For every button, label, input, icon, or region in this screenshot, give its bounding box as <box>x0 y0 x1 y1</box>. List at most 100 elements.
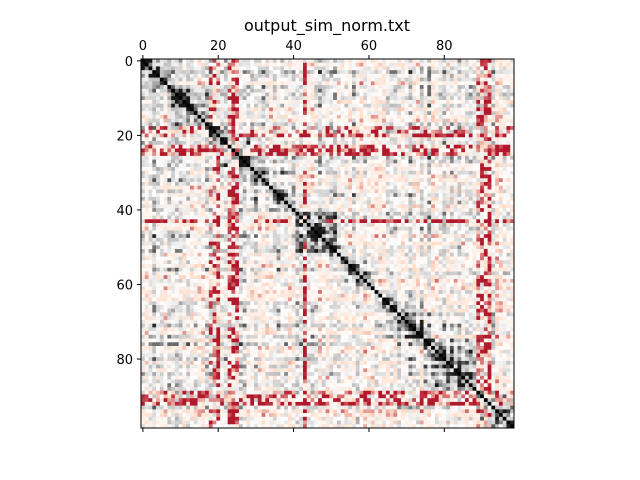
heatmap-cell <box>453 230 458 235</box>
heatmap-cell <box>502 92 507 97</box>
heatmap-cell <box>408 208 413 213</box>
heatmap-cell <box>351 219 357 224</box>
heatmap-cell <box>491 237 496 242</box>
heatmap-cell <box>314 144 319 149</box>
heatmap-cell <box>141 81 146 86</box>
heatmap-cell <box>208 88 213 93</box>
heatmap-cell <box>201 196 206 201</box>
heatmap-cell <box>303 219 308 224</box>
heatmap-cell <box>438 159 443 164</box>
heatmap-cell <box>306 133 311 138</box>
heatmap-cell <box>220 167 225 172</box>
heatmap-cell <box>208 77 213 82</box>
heatmap-cell <box>472 196 477 201</box>
heatmap-cell <box>495 92 500 97</box>
heatmap-cell <box>442 141 447 146</box>
heatmap-cell <box>468 167 473 172</box>
heatmap-cell <box>280 237 285 242</box>
heatmap-cell <box>159 155 164 160</box>
heatmap-cell <box>189 62 195 67</box>
heatmap-cell <box>189 178 195 183</box>
heatmap-cell <box>182 159 187 164</box>
heatmap-cell <box>265 226 270 231</box>
heatmap-cell <box>367 88 372 93</box>
heatmap-cell <box>378 66 383 71</box>
heatmap-cell <box>476 200 481 205</box>
heatmap-cell <box>461 155 466 160</box>
heatmap-cell <box>404 92 409 97</box>
heatmap-cell <box>363 96 368 101</box>
heatmap-cell <box>216 126 221 131</box>
heatmap-cell <box>385 200 390 205</box>
heatmap-cell <box>242 237 247 242</box>
heatmap-cell <box>336 174 341 179</box>
heatmap-cell <box>446 230 451 235</box>
heatmap-cell <box>416 234 421 239</box>
heatmap-cell <box>163 73 168 78</box>
heatmap-cell <box>186 170 191 175</box>
heatmap-cell <box>321 155 326 160</box>
heatmap-cell <box>193 126 198 131</box>
heatmap-cell <box>340 85 345 90</box>
heatmap-cell <box>389 62 394 67</box>
heatmap-cell <box>397 88 402 93</box>
heatmap-cell <box>506 96 511 101</box>
heatmap-cell <box>257 182 262 187</box>
heatmap-cell <box>261 77 266 82</box>
heatmap-cell <box>468 208 473 213</box>
heatmap-cell <box>370 88 375 93</box>
heatmap-cell <box>476 182 481 187</box>
heatmap-cell <box>442 77 447 82</box>
heatmap-cell <box>314 237 319 242</box>
heatmap-cell <box>182 88 187 93</box>
heatmap-cell <box>404 189 409 194</box>
heatmap-cell <box>374 114 379 119</box>
heatmap-cell <box>280 193 285 198</box>
heatmap-cell <box>197 144 202 149</box>
heatmap-cell <box>163 137 168 142</box>
heatmap-cell <box>242 196 247 201</box>
heatmap-cell <box>461 226 466 231</box>
heatmap-cell <box>287 241 293 246</box>
heatmap-cell <box>438 118 443 123</box>
heatmap-cell <box>355 73 360 78</box>
heatmap-cell <box>276 167 281 172</box>
heatmap-cell <box>141 196 146 201</box>
heatmap-cell <box>419 155 424 160</box>
heatmap-cell <box>141 219 146 224</box>
heatmap-cell <box>340 204 345 209</box>
heatmap-cell <box>280 141 285 146</box>
heatmap-cell <box>483 170 488 175</box>
heatmap-cell <box>348 178 353 183</box>
heatmap-cell <box>321 193 326 198</box>
heatmap-cell <box>163 103 168 108</box>
heatmap-cell <box>216 234 221 239</box>
heatmap-cell <box>367 111 372 116</box>
heatmap-cell <box>446 189 451 194</box>
heatmap-cell <box>431 92 436 97</box>
heatmap-cell <box>382 137 387 142</box>
heatmap-cell <box>250 152 255 157</box>
heatmap-cell <box>171 88 176 93</box>
heatmap-cell <box>367 223 372 228</box>
heatmap-cell <box>205 189 210 194</box>
heatmap-cell <box>351 185 357 190</box>
heatmap-cell <box>355 230 360 235</box>
heatmap-cell <box>370 208 375 213</box>
heatmap-cell <box>336 182 341 187</box>
heatmap-cell <box>197 133 202 138</box>
heatmap-cell <box>141 189 146 194</box>
heatmap-cell <box>336 66 341 71</box>
heatmap-cell <box>257 107 262 112</box>
heatmap-cell <box>238 159 244 164</box>
heatmap-cell <box>197 226 202 231</box>
heatmap-cell <box>359 100 364 105</box>
heatmap-cell <box>284 129 289 134</box>
heatmap-cell <box>491 193 496 198</box>
heatmap-cell <box>284 223 289 228</box>
heatmap-cell <box>306 230 311 235</box>
heatmap-cell <box>325 81 330 86</box>
heatmap-cell <box>186 92 191 97</box>
heatmap-cell <box>254 88 259 93</box>
heatmap-cell <box>227 59 232 64</box>
